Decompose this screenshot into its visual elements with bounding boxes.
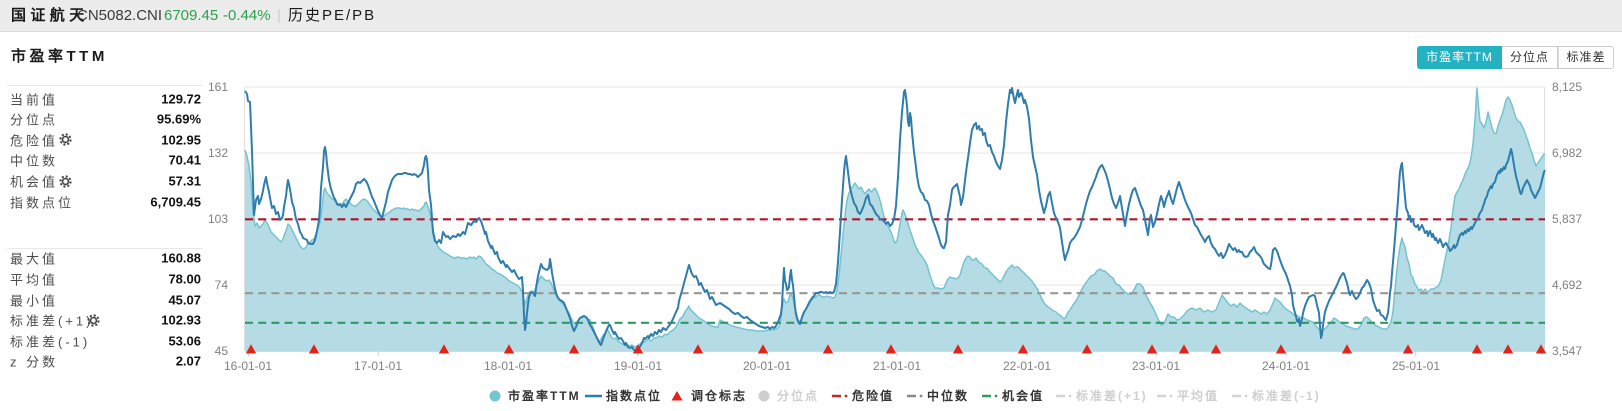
svg-text:132: 132 <box>208 146 228 160</box>
svg-text:市盈率TTM: 市盈率TTM <box>508 388 581 403</box>
svg-text:23-01-01: 23-01-01 <box>1132 359 1180 373</box>
svg-text:21-01-01: 21-01-01 <box>873 359 921 373</box>
svg-text:机会值: 机会值 <box>1002 388 1044 403</box>
svg-text:标准差(-1): 标准差(-1) <box>1251 388 1321 403</box>
svg-text:16-01-01: 16-01-01 <box>224 359 272 373</box>
svg-text:18-01-01: 18-01-01 <box>484 359 532 373</box>
svg-text:25-01-01: 25-01-01 <box>1392 359 1440 373</box>
svg-text:19-01-01: 19-01-01 <box>614 359 662 373</box>
svg-text:6,982: 6,982 <box>1552 146 1582 160</box>
svg-text:20-01-01: 20-01-01 <box>743 359 791 373</box>
svg-text:24-01-01: 24-01-01 <box>1262 359 1310 373</box>
svg-text:指数点位: 指数点位 <box>606 388 662 403</box>
svg-text:调仓标志: 调仓标志 <box>691 388 747 403</box>
svg-text:3,547: 3,547 <box>1552 344 1582 358</box>
svg-text:中位数: 中位数 <box>927 388 969 403</box>
svg-text:分位点: 分位点 <box>777 388 819 403</box>
svg-text:标准差(+1): 标准差(+1) <box>1075 388 1148 403</box>
svg-text:45: 45 <box>215 344 229 358</box>
svg-text:161: 161 <box>208 80 228 94</box>
svg-text:74: 74 <box>215 278 229 292</box>
svg-text:8,125: 8,125 <box>1552 80 1582 94</box>
svg-text:危险值: 危险值 <box>851 388 894 403</box>
svg-text:17-01-01: 17-01-01 <box>354 359 402 373</box>
svg-text:平均值: 平均值 <box>1177 388 1219 403</box>
svg-text:103: 103 <box>208 212 228 226</box>
svg-text:4,692: 4,692 <box>1552 278 1582 292</box>
svg-text:5,837: 5,837 <box>1552 212 1582 226</box>
svg-text:22-01-01: 22-01-01 <box>1003 359 1051 373</box>
